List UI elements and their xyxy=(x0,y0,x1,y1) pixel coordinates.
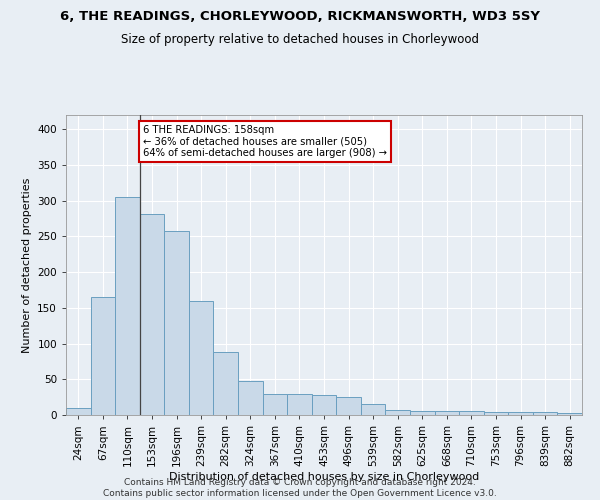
Bar xyxy=(361,404,385,415)
Bar xyxy=(189,300,214,415)
Bar xyxy=(238,380,263,415)
Bar xyxy=(140,214,164,415)
Bar xyxy=(508,412,533,415)
Bar xyxy=(557,413,582,415)
Text: 6 THE READINGS: 158sqm
← 36% of detached houses are smaller (505)
64% of semi-de: 6 THE READINGS: 158sqm ← 36% of detached… xyxy=(143,125,388,158)
Bar xyxy=(410,412,434,415)
Bar xyxy=(336,397,361,415)
Bar xyxy=(434,412,459,415)
X-axis label: Distribution of detached houses by size in Chorleywood: Distribution of detached houses by size … xyxy=(169,472,479,482)
Bar xyxy=(66,408,91,415)
Bar xyxy=(312,395,336,415)
Bar xyxy=(533,412,557,415)
Bar xyxy=(287,394,312,415)
Bar xyxy=(115,197,140,415)
Text: Contains HM Land Registry data © Crown copyright and database right 2024.
Contai: Contains HM Land Registry data © Crown c… xyxy=(103,478,497,498)
Bar xyxy=(214,352,238,415)
Bar xyxy=(459,412,484,415)
Bar xyxy=(385,410,410,415)
Bar xyxy=(484,412,508,415)
Bar xyxy=(263,394,287,415)
Text: 6, THE READINGS, CHORLEYWOOD, RICKMANSWORTH, WD3 5SY: 6, THE READINGS, CHORLEYWOOD, RICKMANSWO… xyxy=(60,10,540,23)
Text: Size of property relative to detached houses in Chorleywood: Size of property relative to detached ho… xyxy=(121,32,479,46)
Y-axis label: Number of detached properties: Number of detached properties xyxy=(22,178,32,352)
Bar xyxy=(91,297,115,415)
Bar xyxy=(164,230,189,415)
